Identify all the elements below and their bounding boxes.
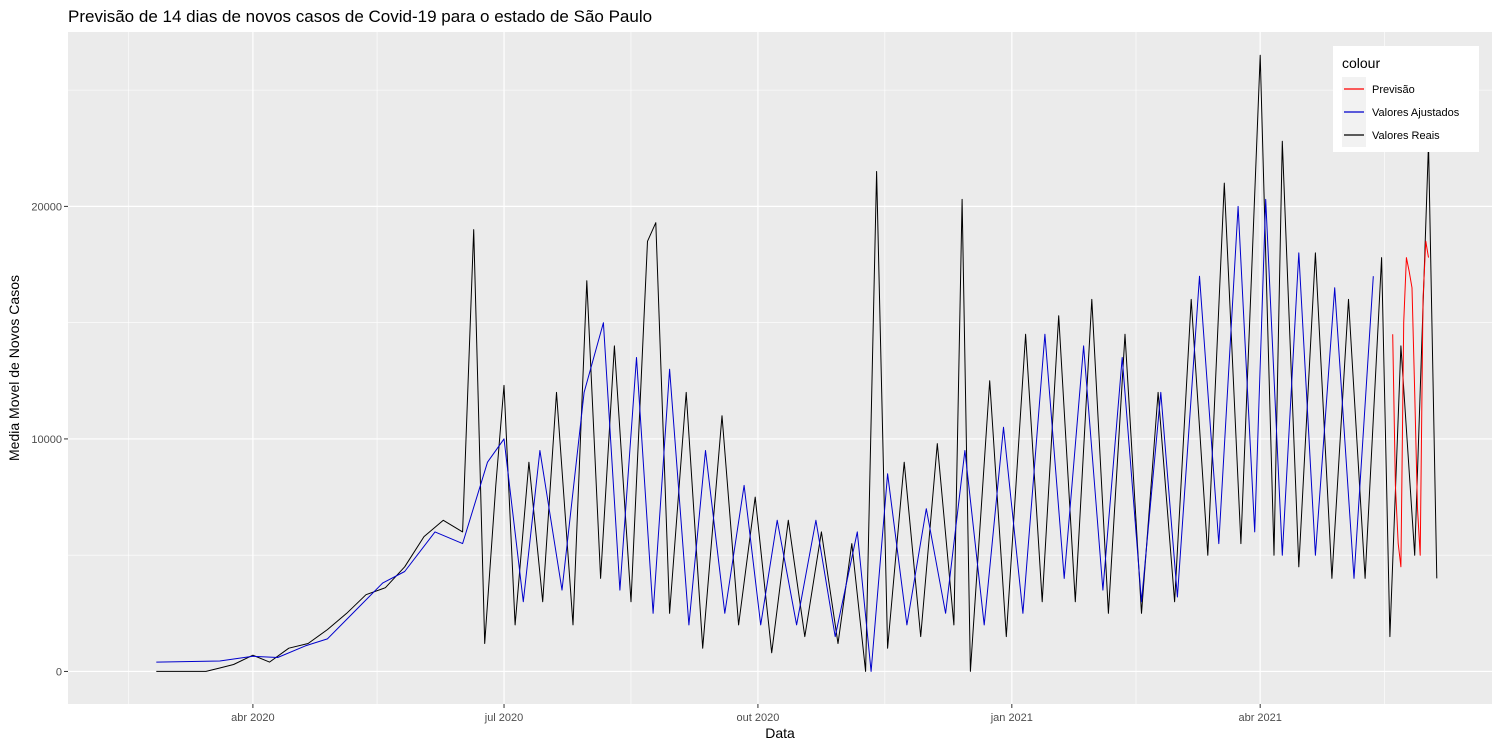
y-axis-title: Media Movel de Novos Casos <box>6 275 22 461</box>
y-axis: 0 10000 20000 <box>31 201 68 678</box>
legend-title: colour <box>1342 55 1380 71</box>
legend-label-reais: Valores Reais <box>1372 130 1440 142</box>
plot-panel <box>68 32 1492 704</box>
x-axis-title: Data <box>765 725 795 741</box>
y-tick-label: 20000 <box>31 201 62 213</box>
y-tick-label: 0 <box>56 666 62 678</box>
legend-entry-previsao: Previsão <box>1342 77 1415 101</box>
x-tick-label: jul 2020 <box>484 712 524 724</box>
legend: colour Previsão Valores Ajustados Valore… <box>1333 46 1479 152</box>
x-axis: abr 2020 jul 2020 out 2020 jan 2021 abr 2021 <box>231 704 1282 724</box>
legend-entry-reais: Valores Reais <box>1342 123 1440 147</box>
x-tick-label: jan 2021 <box>990 712 1033 724</box>
legend-label-previsao: Previsão <box>1372 84 1415 96</box>
chart-title: Previsão de 14 dias de novos casos de Co… <box>68 7 652 26</box>
series-line-valores-ajustados <box>156 198 1374 672</box>
y-tick-label: 10000 <box>31 434 62 446</box>
x-tick-label: out 2020 <box>737 712 780 724</box>
series-line-previsao <box>1392 240 1429 568</box>
series-layer <box>156 54 1438 672</box>
x-tick-label: abr 2020 <box>231 712 274 724</box>
legend-entry-ajustados: Valores Ajustados <box>1342 100 1460 124</box>
series-line-valores-reais <box>156 54 1438 672</box>
x-tick-label: abr 2021 <box>1238 712 1281 724</box>
legend-label-ajustados: Valores Ajustados <box>1372 107 1460 119</box>
